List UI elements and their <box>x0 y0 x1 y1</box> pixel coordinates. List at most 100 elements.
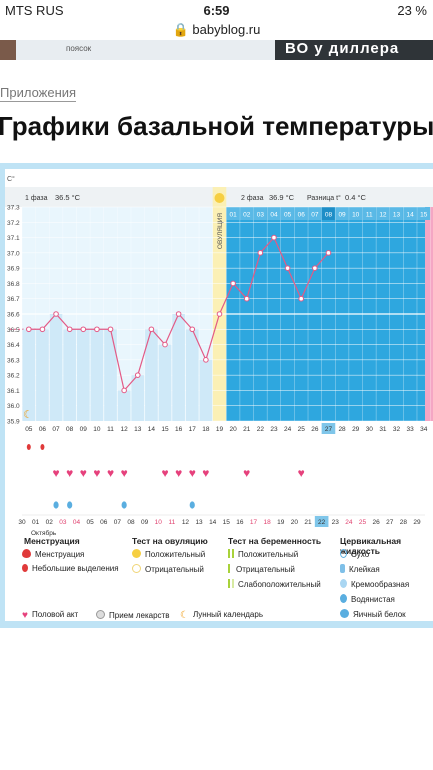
temperature-point <box>189 326 196 333</box>
legend-discharge-item: Небольшие выделения <box>22 564 119 573</box>
day-label: 20 <box>229 426 237 433</box>
lock-icon: 🔒 <box>172 22 189 37</box>
cycle-day-top: 13 <box>393 212 401 219</box>
day-label: 08 <box>66 426 74 433</box>
date-label: 27 <box>386 519 394 526</box>
month-label: Октябрь <box>31 529 57 537</box>
cycle-day-cell <box>362 207 376 220</box>
heart-icon: ♥ <box>121 466 128 480</box>
phase2-value: 36.9 °C <box>269 193 295 202</box>
cycle-day-cell <box>321 207 335 220</box>
temperature-point <box>325 250 332 256</box>
date-label: 04 <box>73 519 81 526</box>
cycle-day-top: 10 <box>352 212 360 219</box>
y-tick-label: 36.7 <box>7 296 20 303</box>
banner-headline: ВО у диллера <box>285 40 400 57</box>
cycle-day-cell <box>308 207 322 220</box>
y-tick-label: 37.1 <box>7 235 20 242</box>
y-tick-label: 37.0 <box>7 250 20 257</box>
day-label: 12 <box>121 426 129 433</box>
small-red-drop-icon <box>22 564 28 572</box>
y-tick-label: 36.0 <box>7 403 20 410</box>
y-tick-label: 36.2 <box>7 373 20 380</box>
day-label: 19 <box>216 426 224 433</box>
date-label: 20 <box>291 519 299 526</box>
cycle-day-top: 08 <box>325 212 333 219</box>
carrier-label: MTS RUS <box>5 3 64 18</box>
date-label: 14 <box>209 519 217 526</box>
legend-label: Клейкая <box>349 565 380 574</box>
ad-banner[interactable]: поясок ВО у диллера <box>0 40 433 60</box>
next-cycle-strip <box>425 207 433 421</box>
temperature-point <box>66 326 73 333</box>
legend-label: Яичный белок <box>353 610 406 619</box>
url-bar[interactable]: 🔒 babyblog.ru <box>0 22 433 40</box>
day-label: 30 <box>366 426 374 433</box>
value-column <box>199 359 213 421</box>
yellow-circle-icon <box>132 549 141 558</box>
moon-icon: ☾ <box>23 409 33 421</box>
temperature-point <box>298 295 305 302</box>
cycle-day-cell <box>267 207 281 220</box>
red-drop-icon <box>22 549 31 558</box>
day-label: 29 <box>352 426 360 433</box>
day-label: 28 <box>338 426 346 433</box>
y-tick-label: 37.2 <box>7 220 20 227</box>
heart-icon: ♥ <box>202 466 209 480</box>
blue-drop-icon <box>67 501 73 509</box>
value-column <box>158 344 172 421</box>
diff-value: 0.4 °C <box>345 193 367 202</box>
temperature-point <box>175 311 182 317</box>
y-tick-label: 35.9 <box>7 419 20 426</box>
legend-ovulation-negative: Отрицательный <box>132 564 204 574</box>
legend-label: Прием лекарств <box>109 611 170 620</box>
value-column <box>36 329 49 421</box>
banner-text: поясок <box>66 44 92 53</box>
day-label: 32 <box>393 426 401 433</box>
y-tick-label: 37.3 <box>7 205 20 212</box>
date-label: 25 <box>359 519 367 526</box>
today-cell <box>321 423 336 434</box>
legend-label: Положительный <box>238 550 299 559</box>
day-label: 33 <box>407 426 415 433</box>
value-column <box>104 329 117 421</box>
legend-cervical-dry: Сухо <box>340 549 369 559</box>
temperature-point <box>230 280 236 287</box>
day-label: 23 <box>270 426 278 433</box>
blue-drop-icon <box>53 501 59 509</box>
value-column <box>145 329 158 421</box>
breadcrumb[interactable]: Приложения <box>0 85 77 102</box>
diff-label: Разница t° <box>307 194 341 202</box>
legend-intercourse: ♥ Половой акт <box>22 610 78 621</box>
day-label: 10 <box>93 426 101 433</box>
temperature-point <box>257 250 264 256</box>
temperature-point <box>284 265 291 271</box>
legend-cervical-creamy: Кремообразная <box>340 579 409 589</box>
day-label: 17 <box>189 426 197 433</box>
heart-icon: ♥ <box>189 466 196 480</box>
blue-drop-icon <box>121 501 127 509</box>
day-label: 11 <box>107 426 114 433</box>
heart-icon: ♥ <box>22 610 28 621</box>
temperature-point <box>53 311 59 317</box>
day-label: 07 <box>52 426 60 433</box>
y-tick-label: 36.3 <box>7 357 20 364</box>
legend-label: Кремообразная <box>351 580 410 589</box>
phase1-label: 1 фаза <box>25 195 48 202</box>
date-label: 06 <box>100 519 108 526</box>
temperature-point <box>94 326 100 333</box>
temperature-point <box>271 234 277 241</box>
date-label: 23 <box>332 519 340 526</box>
cycle-day-top: 14 <box>407 212 415 219</box>
date-label: 02 <box>46 519 54 526</box>
temperature-point <box>216 311 223 317</box>
cycle-day-top: 11 <box>366 212 373 219</box>
ovulation-label: ОВУЛЯЦИЯ <box>217 213 224 250</box>
y-tick-label: 36.1 <box>7 388 20 395</box>
legend-label: Менструация <box>35 550 85 559</box>
date-label: 08 <box>127 519 135 526</box>
legend-label: Положительный <box>145 550 206 559</box>
red-drop-icon <box>26 444 31 450</box>
day-label: 34 <box>420 426 428 433</box>
temperature-point <box>39 326 46 333</box>
